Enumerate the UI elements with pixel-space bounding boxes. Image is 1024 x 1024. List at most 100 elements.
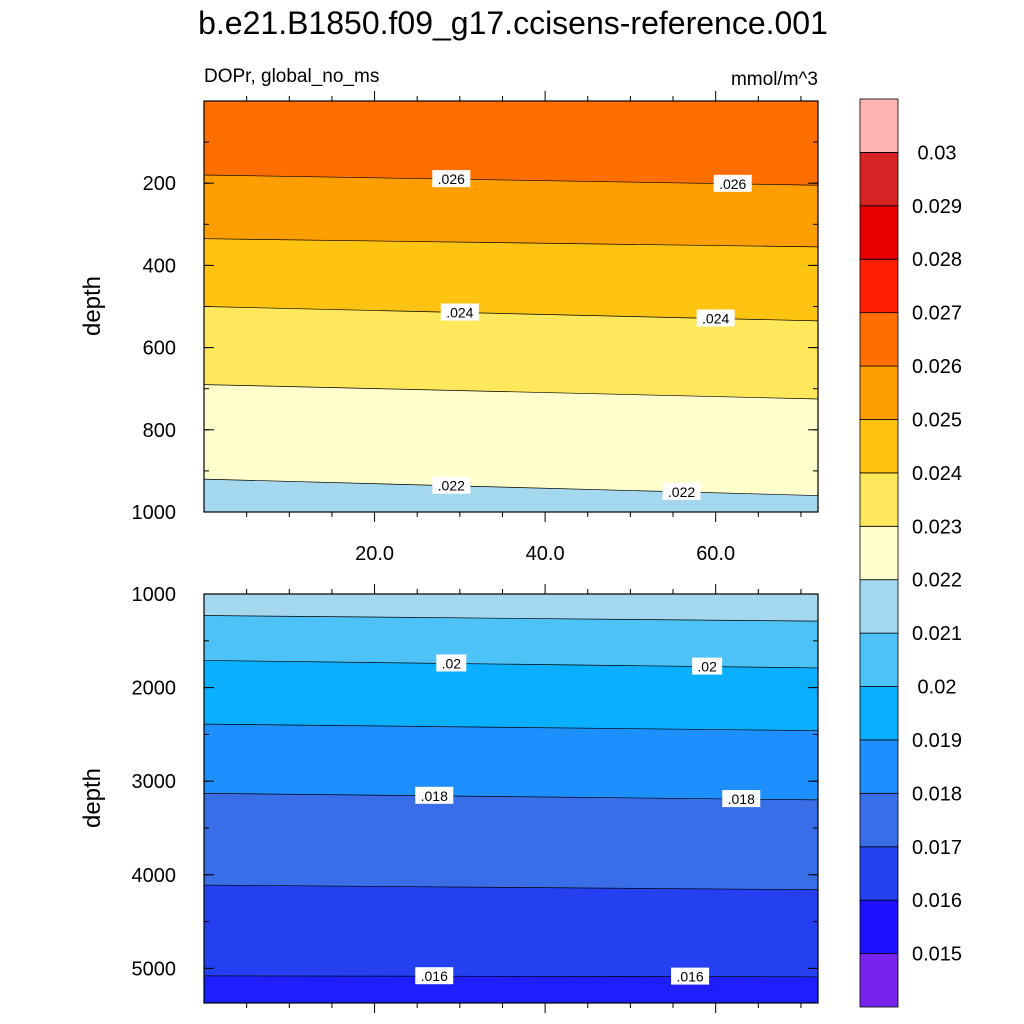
contour-label: .024 (702, 310, 729, 326)
contour-label-box (722, 790, 761, 808)
figure-title: b.e21.B1850.f09_g17.ccisens-reference.00… (198, 5, 828, 41)
contour-band-0 (204, 594, 818, 622)
contour-line-4 (204, 884, 818, 891)
contour-label: .018 (421, 788, 448, 804)
colorbar-swatch (859, 739, 899, 794)
colorbar-label: 0.023 (912, 516, 962, 538)
colorbar-label: 0.028 (912, 249, 962, 271)
contour-label-box (671, 967, 710, 985)
colorbar-swatch (859, 632, 899, 687)
y-tick-label: 2000 (132, 678, 177, 700)
colorbar-swatch (859, 953, 899, 1008)
contour-line-3 (204, 384, 818, 400)
colorbar-swatch (859, 686, 899, 741)
contour-label-box (662, 482, 701, 500)
y-tick-label: 1000 (132, 502, 177, 524)
contour-band-5 (204, 885, 818, 977)
contour-label-box (436, 654, 467, 672)
contour-band-4 (204, 793, 818, 890)
contour-label: .02 (442, 655, 462, 671)
contour-label: .022 (668, 484, 695, 500)
colorbar-label: 0.018 (912, 783, 962, 805)
contour-line-1 (204, 238, 818, 248)
colorbar-swatch (859, 472, 899, 527)
colorbar-label: 0.017 (912, 837, 962, 859)
colorbar-swatch (859, 152, 899, 207)
y-tick-label: 200 (143, 173, 176, 195)
subtitle-units: mmol/m^3 (731, 69, 818, 90)
colorbar-swatch (859, 792, 899, 848)
contour-band-3 (204, 724, 818, 800)
contour-label: .026 (438, 171, 465, 187)
colorbar: 0.015 0.016 0.017 0.018 0.019 0.02 0.021 0.022 0… (859, 98, 962, 1008)
contour-line-5 (204, 975, 818, 978)
contour-label: .018 (728, 791, 755, 807)
contour-label-box (432, 170, 471, 188)
colorbar-swatch (859, 312, 899, 367)
colorbar-swatch (859, 846, 899, 901)
colorbar-label: 0.021 (912, 623, 962, 645)
colorbar-swatch (859, 579, 899, 634)
colorbar-label: 0.022 (912, 570, 962, 592)
contour-band-3 (204, 306, 818, 399)
contour-band-5 (204, 479, 818, 512)
colorbar-swatch (859, 419, 899, 474)
colorbar-label: 0.019 (912, 730, 962, 752)
y-axis-label: depth (79, 276, 106, 336)
contour-line-4 (204, 478, 818, 496)
subtitle-variable: DOPr, global_no_ms (204, 66, 379, 87)
contour-band-2 (204, 660, 818, 731)
contour-label: .026 (719, 176, 746, 192)
contour-line-3 (204, 793, 818, 801)
y-tick-label: 400 (143, 255, 176, 277)
contour-label-box (440, 303, 479, 321)
colorbar-swatch (859, 525, 899, 581)
contour-label-box (415, 967, 454, 985)
x-tick-label: 40.0 (526, 543, 565, 565)
colorbar-label: 0.015 (912, 944, 962, 966)
contour-band-4 (204, 384, 818, 496)
colorbar-swatch (859, 258, 899, 314)
colorbar-label: 0.027 (912, 303, 962, 325)
colorbar-label: 0.03 (918, 142, 957, 164)
y-tick-label: 1000 (132, 584, 177, 606)
contour-label-box (696, 309, 735, 327)
y-tick-label: 800 (143, 420, 176, 442)
contour-label: .016 (676, 969, 703, 985)
colorbar-label: 0.029 (912, 196, 962, 218)
contour-label-box (432, 476, 471, 494)
colorbar-swatch (859, 365, 899, 420)
colorbar-label: 0.026 (912, 356, 962, 378)
contour-band-1 (204, 615, 818, 668)
x-tick-label: 60.0 (696, 543, 735, 565)
y-axis-label: depth (79, 768, 106, 828)
upper-contour-panel: .026 .026 .024 .024 .022 .022 200 400 600 800 1000… (79, 91, 819, 565)
contour-line-0 (204, 615, 818, 622)
colorbar-label: 0.016 (912, 890, 962, 912)
contour-band-1 (204, 175, 818, 247)
contour-label: .024 (446, 304, 473, 320)
contour-band-0 (204, 101, 818, 186)
contour-fills (204, 101, 818, 512)
contour-fills (204, 594, 818, 1003)
contour-label: .016 (421, 968, 448, 984)
lower-contour-panel: .02 .02 .018 .018 .016 .016 1000 2000 3000 4000 50… (79, 584, 819, 1013)
colorbar-swatch (859, 98, 899, 153)
contour-label: .022 (438, 478, 465, 494)
contour-band-6 (204, 975, 818, 1003)
y-tick-label: 3000 (132, 771, 177, 793)
colorbar-swatch (859, 205, 899, 260)
y-tick-label: 4000 (132, 865, 177, 887)
colorbar-label: 0.02 (918, 677, 957, 699)
y-tick-label: 600 (143, 338, 176, 360)
contour-line-2 (204, 723, 818, 731)
plot-frame (203, 593, 819, 1004)
contour-label-box (713, 174, 752, 192)
contour-label-box (415, 786, 454, 804)
colorbar-label: 0.024 (912, 463, 962, 485)
colorbar-swatch (859, 899, 899, 954)
contour-label: .02 (697, 659, 717, 675)
x-tick-label: 20.0 (355, 543, 394, 565)
colorbar-label: 0.025 (912, 409, 962, 431)
